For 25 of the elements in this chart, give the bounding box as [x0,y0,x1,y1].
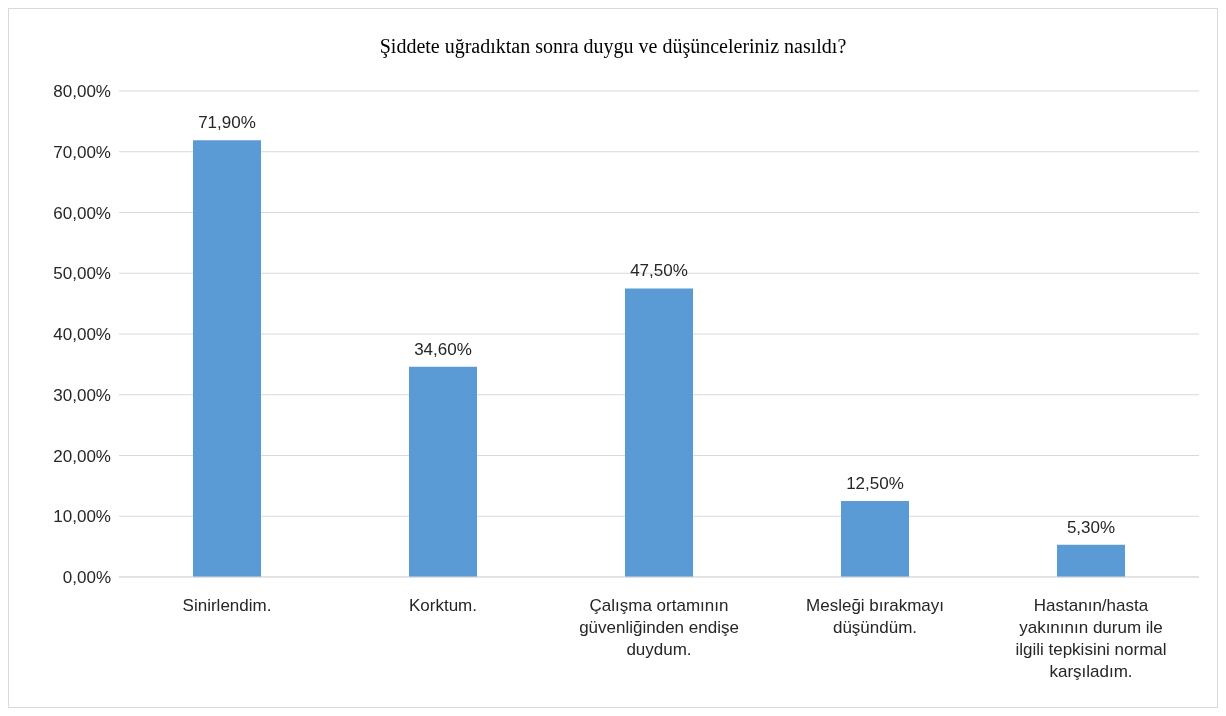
bar [1057,544,1125,577]
y-tick-label: 20,00% [53,446,111,466]
y-tick-label: 10,00% [53,507,111,527]
data-label: 47,50% [630,261,688,281]
data-label: 5,30% [1066,517,1116,537]
data-label: 71,90% [198,113,256,133]
x-tick-label: Mesleği bırakmayı düşündüm. [806,596,944,637]
x-tick-label: Çalışma ortamının güvenliğinden endişe duydum. [579,596,739,659]
x-tick-label: Sinirlendim. [182,596,272,615]
y-tick-label: 40,00% [53,325,111,345]
y-tick-label: 80,00% [53,82,111,102]
bar [193,140,261,577]
y-tick-label: 70,00% [53,142,111,162]
x-tick-label: Korktum. [408,596,478,615]
y-tick-label: 60,00% [53,203,111,223]
bar [409,366,477,577]
x-tick-label: Hastanın/hasta yakınının durum ile ilgili tepkisini normal karşıladım. [1015,596,1167,681]
y-tick-label: 50,00% [53,264,111,284]
y-tick-label: 0,00% [62,568,111,588]
y-tick-label: 30,00% [53,385,111,405]
data-label: 12,50% [846,474,904,494]
bar [841,501,909,577]
chart-title: Şiddete uğradıktan sonra duygu ve düşünceleriniz nasıldı? [378,35,848,58]
bar [625,288,693,577]
data-label: 34,60% [414,339,472,359]
